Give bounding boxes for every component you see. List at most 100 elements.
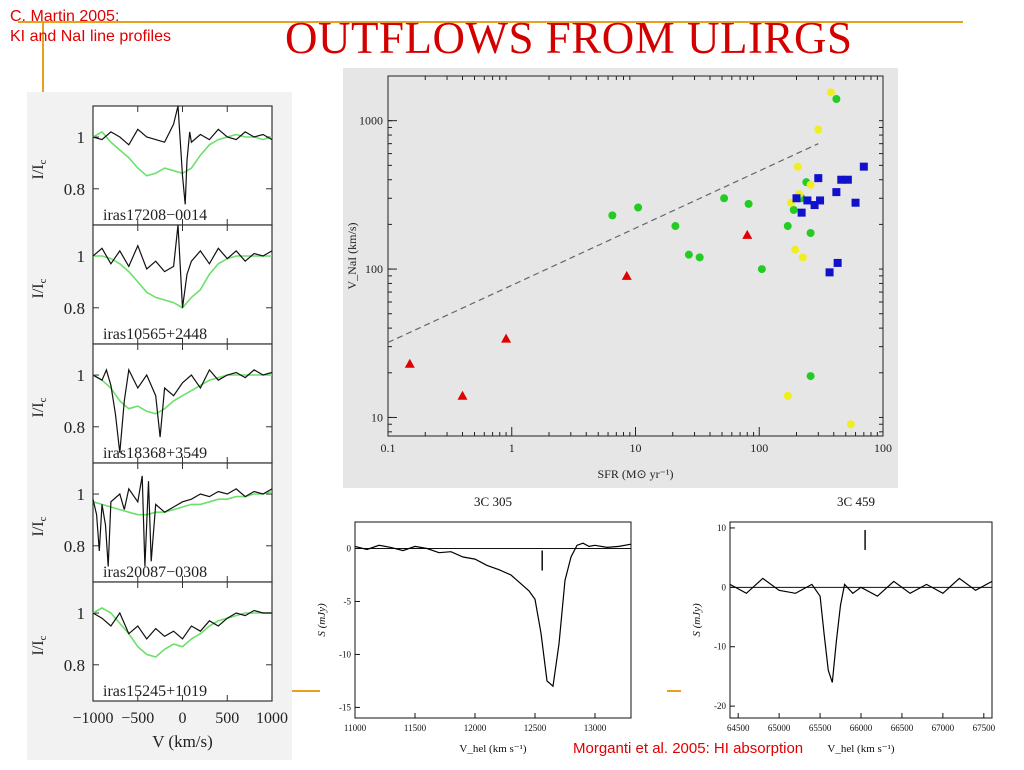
credit-text: C. Martin 2005: KI and NaI line profiles [10, 7, 171, 47]
panel-label: iras18368+3549 [103, 445, 207, 462]
spectrum-frame [729, 521, 993, 719]
x-tick-label: 13000 [584, 723, 607, 733]
y-tick-label: 0.8 [64, 656, 85, 675]
profile-line-green [92, 374, 272, 415]
x-tick-label: 100 [874, 441, 892, 455]
y-tick-label: 100 [365, 262, 383, 276]
data-point-circle [826, 88, 835, 97]
slide-title: OUTFLOWS FROM ULIRGS [285, 13, 853, 63]
y-tick-label: 0 [722, 582, 727, 592]
accent-line-bottom-left [292, 690, 320, 692]
x-tick-label: 0 [179, 710, 187, 727]
x-tick-label: 1 [509, 441, 515, 455]
data-point-square [832, 188, 841, 197]
y-tick-label: 0.8 [64, 180, 85, 199]
data-point-triangle [742, 229, 753, 239]
data-point-square [792, 194, 801, 203]
x-tick-label: 65500 [809, 723, 832, 733]
data-point-circle [757, 265, 766, 274]
plot-frame [387, 75, 884, 437]
profile-line-black [92, 224, 273, 308]
y-tick-label: 1 [77, 485, 86, 504]
y-tick-label: -15 [339, 702, 351, 712]
fit-line [387, 143, 819, 344]
x-axis-label: V_hel (km s⁻¹) [459, 743, 526, 755]
hi-spectrum-3c305-chart: 3C 305 11000 11500 12000 12500 13000 0 -5 -10 -15… [316, 494, 632, 755]
y-axis-label: I/Ic [30, 635, 49, 655]
scatter-figure: 0.1 1 10 100 100 10 100 1000 SFR (M⊙ yr⁻¹) V_NaI … [343, 68, 898, 488]
x-tick-label: 66500 [891, 723, 914, 733]
x-axis-label: SFR (M⊙ yr⁻¹) [598, 467, 674, 481]
y-axis-label: I/Ic [30, 516, 49, 536]
y-tick-label: 10 [717, 523, 727, 533]
y-tick-label: 1 [77, 366, 86, 385]
x-tick-label: 500 [215, 710, 239, 727]
data-point-circle [798, 253, 807, 262]
x-tick-label: 100 [750, 441, 768, 455]
accent-line-bottom-right [667, 690, 681, 692]
data-point-circle [634, 203, 643, 212]
data-point-square [814, 174, 823, 183]
x-tick-label: 0.1 [381, 441, 396, 455]
panel-frame [92, 581, 273, 702]
data-point-circle [671, 222, 680, 231]
profile-line-black [92, 367, 273, 453]
x-tick-label: 12500 [524, 723, 547, 733]
y-tick-label: -20 [714, 701, 726, 711]
data-point-square [837, 175, 846, 184]
data-point-triangle [457, 390, 468, 400]
y-tick-label: 0 [347, 543, 352, 553]
y-axis-label: S (mJy) [691, 603, 703, 637]
data-point-circle [744, 199, 753, 208]
data-point-circle [814, 125, 823, 134]
panel-label: iras20087−0308 [103, 564, 207, 581]
y-tick-label: 0.8 [64, 418, 85, 437]
panel-label: iras10565+2448 [103, 326, 207, 343]
data-point-square [816, 196, 825, 205]
data-point-circle [791, 245, 800, 254]
y-axis-label: I/Ic [30, 159, 49, 179]
x-tick-label: 67000 [932, 723, 955, 733]
credit-line-2: KI and NaI line profiles [10, 28, 171, 45]
y-axis-label: S (mJy) [316, 603, 328, 637]
data-point-square [833, 258, 842, 267]
accent-line-top [18, 21, 963, 23]
line-profiles-chart: 0.8 1 I/Ic iras17208−0014 0.8 1 I/Ic iras10565+… [30, 105, 288, 751]
y-tick-label: -10 [714, 642, 726, 652]
data-point-circle [608, 211, 617, 220]
spectrum-frame [354, 521, 632, 719]
data-point-triangle [501, 333, 512, 343]
y-tick-label: 10 [371, 410, 383, 424]
profile-line-black [92, 475, 273, 567]
x-tick-label: 11000 [344, 723, 367, 733]
data-point-circle [832, 94, 841, 103]
spectrum-title: 3C 459 [837, 494, 875, 509]
vnai-sfr-scatter-chart: 0.1 1 10 100 100 10 100 1000 SFR (M⊙ yr⁻¹) V_NaI … [345, 75, 892, 481]
x-tick-label: 12000 [464, 723, 487, 733]
x-tick-label: −500 [121, 710, 154, 727]
hi-spectrum-line [729, 577, 993, 683]
data-point-square [851, 198, 860, 207]
data-point-triangle [404, 358, 415, 368]
data-point-circle [806, 180, 815, 189]
x-tick-label: 64500 [727, 723, 750, 733]
data-point-circle [720, 194, 729, 203]
data-point-square [797, 208, 806, 217]
x-tick-label: 65000 [768, 723, 791, 733]
panel-label: iras17208−0014 [103, 207, 207, 224]
profile-line-green [92, 606, 272, 658]
data-point-circle [806, 229, 815, 237]
x-tick-label: 11500 [404, 723, 427, 733]
credit-line-1: C. Martin 2005: [10, 8, 120, 25]
data-point-circle [793, 162, 802, 171]
hi-spectrum-line [354, 542, 632, 688]
x-tick-label: 67500 [973, 723, 996, 733]
data-point-circle [846, 420, 855, 429]
data-point-square [803, 196, 812, 205]
y-tick-label: -5 [344, 596, 352, 606]
y-axis-label: I/Ic [30, 278, 49, 298]
data-point-square [843, 175, 852, 184]
data-point-triangle [621, 270, 632, 280]
y-tick-label: 1000 [359, 114, 383, 128]
x-tick-label: −1000 [72, 710, 113, 727]
